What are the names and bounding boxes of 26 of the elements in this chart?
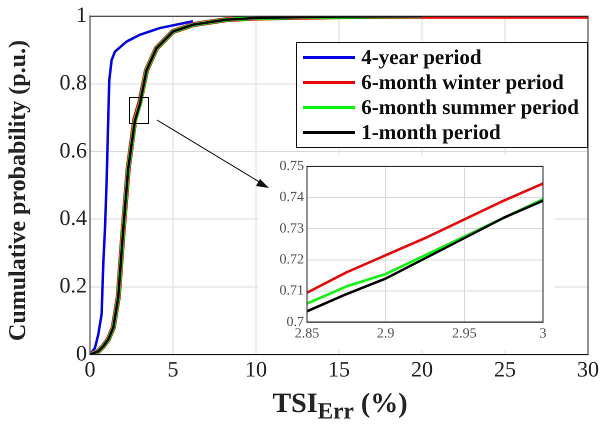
y-tick-label: 0.2: [60, 272, 87, 298]
x-axis-title: TSI$_{Err}$ (%): [271, 388, 409, 426]
x-tick-label: 20: [411, 356, 433, 382]
y-tick-label: 0.74: [280, 190, 304, 206]
x-tick-label: 2.9: [376, 326, 394, 342]
x-tick-label: 25: [494, 356, 516, 382]
legend-label: 4-year period: [361, 45, 482, 70]
x-tick-label: 5: [168, 356, 178, 382]
x-tick-label: 3: [540, 326, 546, 342]
y-tick-label: 0.71: [280, 284, 304, 299]
x-tick-label: 2.95: [452, 326, 477, 342]
legend-label: 6-month winter period: [361, 70, 564, 95]
y-tick-label: 0.73: [280, 221, 304, 236]
y-tick-label: 0.6: [60, 137, 87, 162]
legend-label: 1-month period: [361, 120, 501, 145]
x-tick-label: 10: [245, 356, 267, 382]
y-axis-title: Cumulative probability (p.u.): [4, 40, 32, 340]
x-tick-label: 30: [577, 356, 599, 382]
y-tick-label: 0.72: [280, 252, 304, 268]
x-tick-label: 15: [328, 356, 350, 382]
y-tick-label: 0.75: [280, 159, 304, 174]
legend-label: 6-month summer period: [361, 95, 579, 120]
y-tick-label: 0.8: [60, 70, 87, 95]
x-tick-label: 2.85: [294, 326, 320, 342]
y-tick-label: 0.4: [60, 205, 87, 230]
y-tick-label: 1: [76, 2, 87, 27]
